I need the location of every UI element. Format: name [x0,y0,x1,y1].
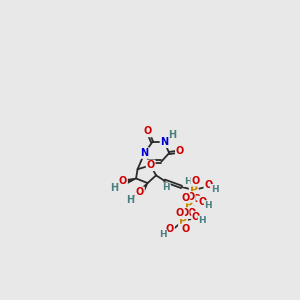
Text: P: P [179,216,187,226]
Text: P: P [190,185,198,195]
Text: H: H [211,185,218,194]
Text: O: O [176,208,184,218]
Text: O: O [181,193,189,203]
Text: O: O [176,146,184,157]
Text: H: H [205,201,212,210]
Text: O: O [192,212,200,222]
Text: O: O [187,192,195,202]
Text: O: O [204,180,212,190]
Text: H: H [159,230,167,239]
Text: H: H [162,183,170,192]
Text: N: N [140,148,148,158]
Text: O: O [143,127,152,136]
Text: H: H [168,130,176,140]
Text: O: O [191,176,200,186]
Text: H: H [184,177,191,186]
Text: O: O [181,224,189,234]
Text: P: P [185,200,193,210]
Text: H: H [110,183,118,193]
Text: O: O [188,208,196,218]
Text: N: N [160,137,169,147]
Text: O: O [119,176,127,186]
Text: O: O [180,208,189,218]
Text: H: H [126,195,134,205]
Text: H: H [198,216,206,225]
Text: O: O [193,194,201,204]
Polygon shape [124,178,136,184]
Polygon shape [140,183,148,193]
Text: O: O [136,187,144,197]
Text: O: O [166,224,174,234]
Text: O: O [198,196,206,206]
Text: O: O [146,160,155,170]
